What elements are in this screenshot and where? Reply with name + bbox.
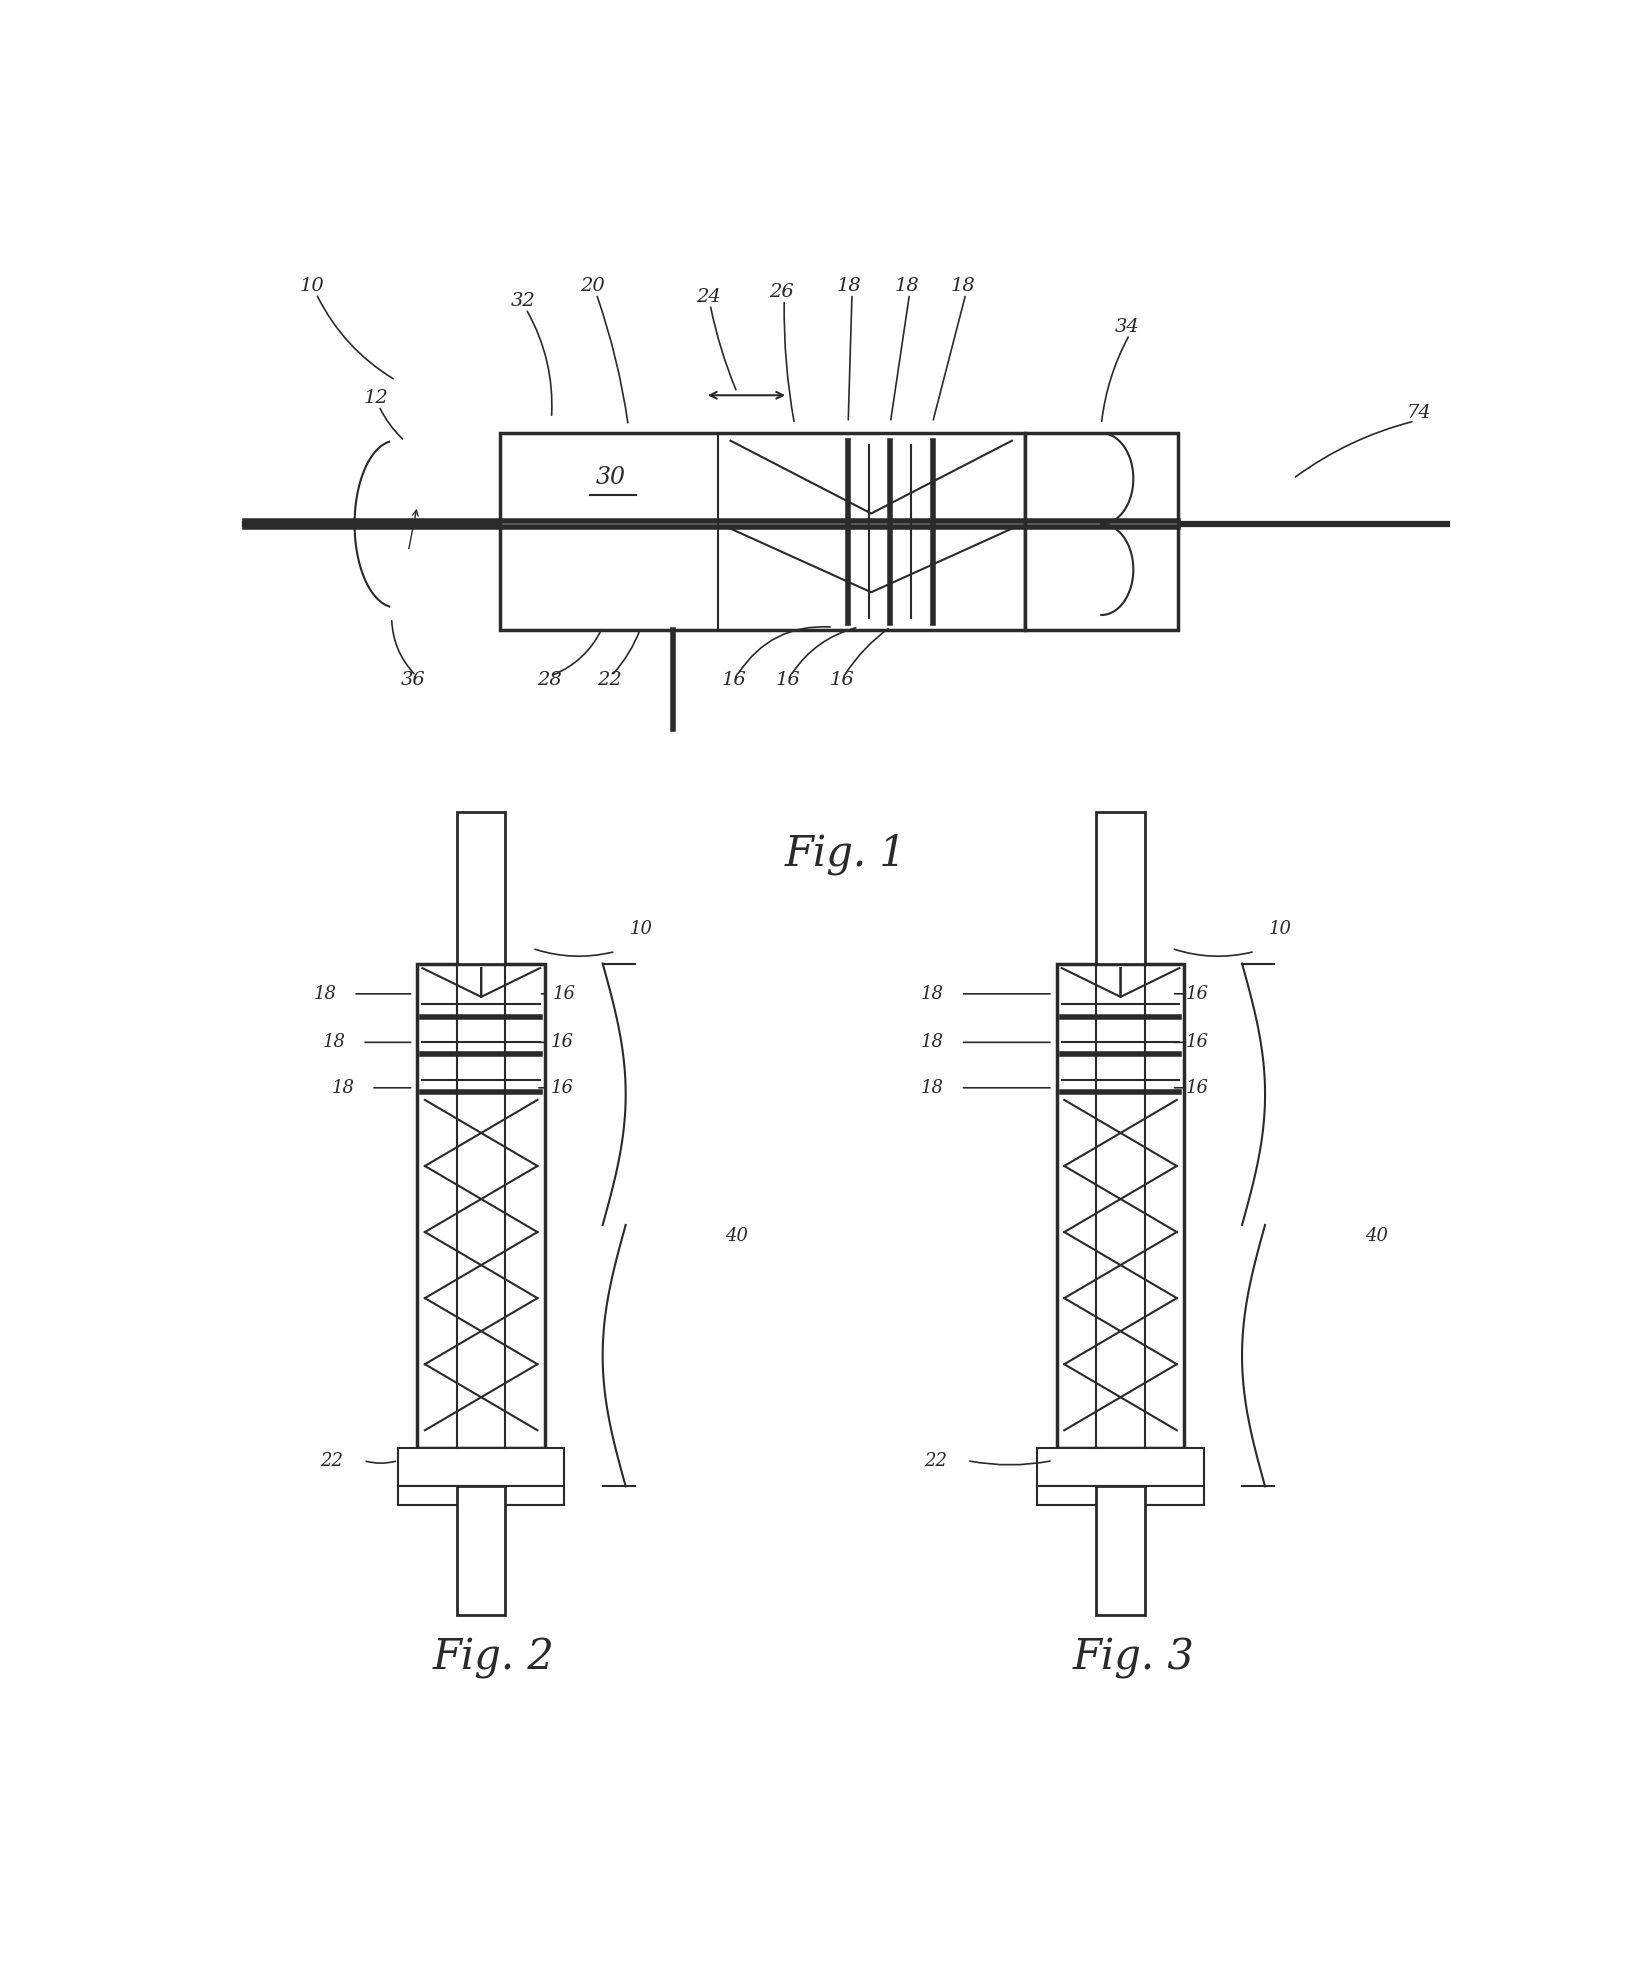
Bar	[457, 813, 505, 964]
Text: 22: 22	[924, 1452, 947, 1470]
Text: 20: 20	[581, 277, 606, 295]
Bar	[1038, 1486, 1203, 1504]
Text: Fig. 1: Fig. 1	[785, 832, 906, 876]
Bar	[1096, 1486, 1145, 1616]
Bar	[417, 964, 544, 1448]
Text: 16: 16	[776, 671, 800, 689]
Text: Fig. 2: Fig. 2	[432, 1637, 554, 1679]
Text: 12: 12	[365, 390, 389, 407]
Text: 18: 18	[894, 277, 919, 295]
Text: 40: 40	[1365, 1228, 1388, 1246]
Bar	[1056, 964, 1185, 1448]
Text: 18: 18	[950, 277, 975, 295]
Bar	[398, 1486, 564, 1504]
Text: 18: 18	[323, 1033, 345, 1051]
Text: 16: 16	[830, 671, 855, 689]
Bar	[1096, 813, 1145, 964]
Text: 18: 18	[921, 1033, 944, 1051]
Text: 16: 16	[549, 1033, 573, 1051]
Bar	[398, 1448, 564, 1486]
Text: 22: 22	[597, 671, 622, 689]
Text: 18: 18	[921, 1078, 944, 1096]
Text: 16: 16	[1186, 1078, 1209, 1096]
Text: 30: 30	[596, 466, 625, 488]
Bar	[1025, 433, 1178, 630]
Bar	[457, 1486, 505, 1616]
Text: 10: 10	[300, 277, 325, 295]
Text: 18: 18	[314, 984, 337, 1004]
Text: 34: 34	[1114, 319, 1138, 337]
Text: 26: 26	[769, 283, 794, 301]
Text: 16: 16	[723, 671, 747, 689]
Text: 36: 36	[401, 671, 426, 689]
Text: 16: 16	[553, 984, 576, 1004]
Text: 32: 32	[512, 293, 536, 311]
Text: Fig. 3: Fig. 3	[1072, 1637, 1195, 1679]
Text: 16: 16	[549, 1078, 573, 1096]
Bar	[1038, 1448, 1203, 1486]
Text: 16: 16	[1186, 1033, 1209, 1051]
Text: 74: 74	[1406, 405, 1431, 423]
Text: 28: 28	[536, 671, 561, 689]
Text: 10: 10	[630, 919, 652, 937]
Text: 18: 18	[837, 277, 861, 295]
Text: 22: 22	[320, 1452, 343, 1470]
Bar	[500, 433, 1025, 630]
Text: 18: 18	[921, 984, 944, 1004]
Text: 18: 18	[332, 1078, 355, 1096]
Text: 24: 24	[696, 287, 721, 305]
Text: 16: 16	[1186, 984, 1209, 1004]
Text: 10: 10	[1269, 919, 1292, 937]
Text: 40: 40	[726, 1228, 749, 1246]
